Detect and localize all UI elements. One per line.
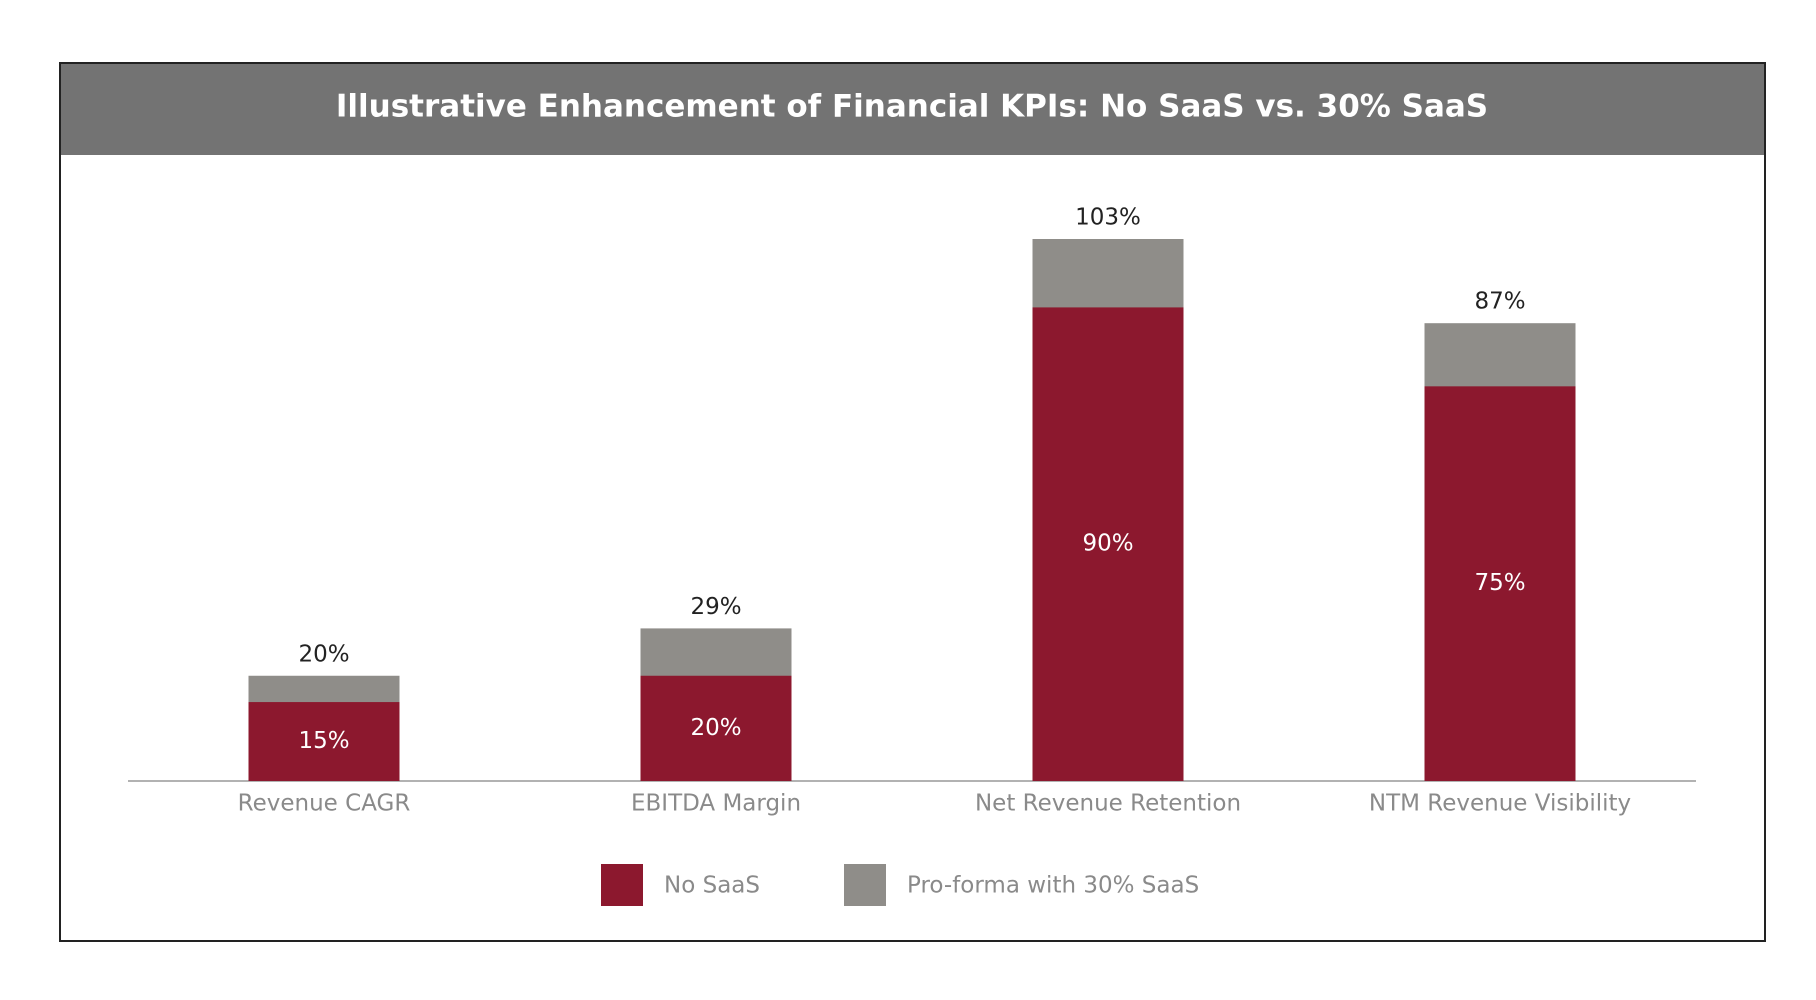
x-tick-label: Revenue CAGR [238,791,411,817]
data-label: 20% [298,641,349,667]
data-label: 20% [690,715,741,741]
bar [248,702,400,781]
x-tick-label: EBITDA Margin [631,791,801,817]
bar [640,675,792,781]
x-tick-label: Net Revenue Retention [975,791,1241,817]
header-band [61,64,1764,155]
data-label: 15% [298,728,349,754]
legend-swatch [844,864,886,906]
legend-swatch [601,864,643,906]
x-tick-label: NTM Revenue Visibility [1369,791,1631,817]
bar [1424,386,1576,781]
data-label: 29% [690,594,741,620]
legend-label: Pro-forma with 30% SaaS [907,873,1199,899]
bar [1032,307,1184,781]
legend-label: No SaaS [664,873,760,899]
data-label: 87% [1474,289,1525,315]
data-label: 75% [1474,570,1525,596]
data-label: 103% [1075,205,1141,231]
data-label: 90% [1082,531,1133,557]
chart-title: Illustrative Enhancement of Financial KP… [336,89,1488,125]
